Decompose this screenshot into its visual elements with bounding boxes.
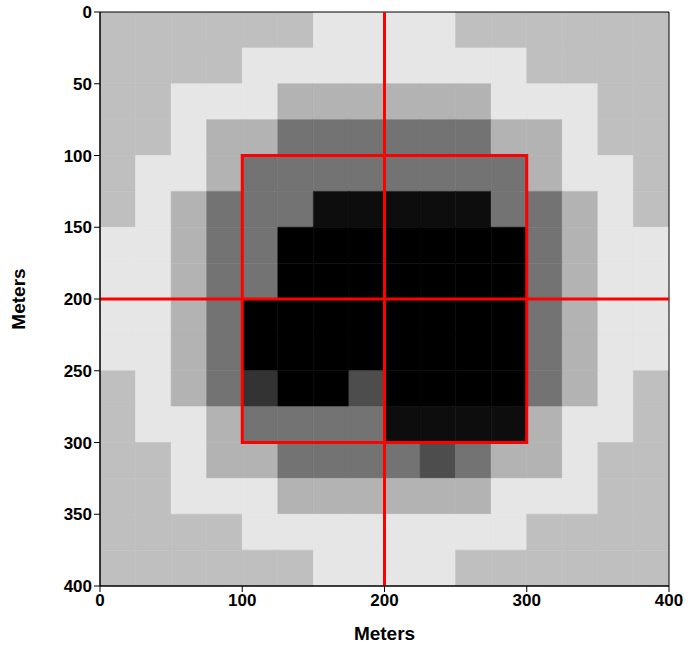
svg-text:400: 400 <box>655 591 683 610</box>
svg-text:100: 100 <box>64 147 92 166</box>
svg-text:200: 200 <box>370 591 398 610</box>
svg-text:Meters: Meters <box>8 268 29 329</box>
svg-text:0: 0 <box>95 591 104 610</box>
svg-text:100: 100 <box>228 591 256 610</box>
svg-text:0: 0 <box>83 3 92 22</box>
svg-text:350: 350 <box>64 505 92 524</box>
svg-text:300: 300 <box>64 434 92 453</box>
svg-text:300: 300 <box>513 591 541 610</box>
svg-text:50: 50 <box>73 75 92 94</box>
svg-text:Meters: Meters <box>354 623 415 644</box>
svg-text:400: 400 <box>64 577 92 596</box>
svg-text:150: 150 <box>64 218 92 237</box>
svg-text:200: 200 <box>64 290 92 309</box>
svg-text:250: 250 <box>64 362 92 381</box>
